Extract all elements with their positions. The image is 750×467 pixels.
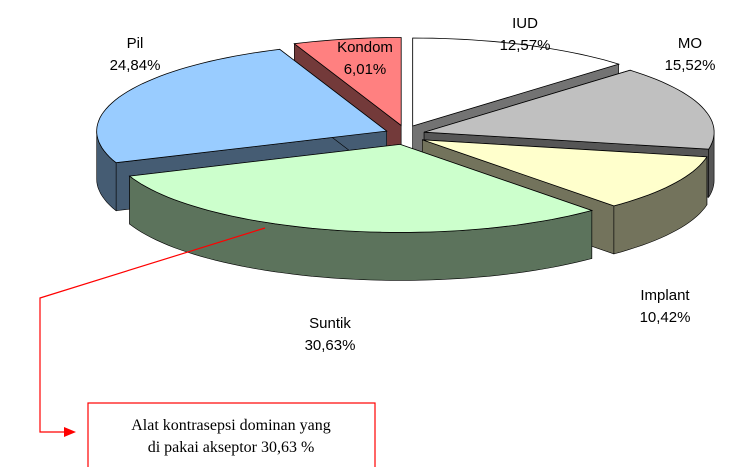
slice-label: IUD xyxy=(512,15,538,32)
slice xyxy=(96,48,388,164)
slice-label: MO xyxy=(678,35,702,52)
slice-value-label: 10,42% xyxy=(640,309,691,326)
annotation-text: Alat kontrasepsi dominan yang xyxy=(131,417,331,434)
slice-value-label: 12,57% xyxy=(500,37,551,54)
slice-value-label: 24,84% xyxy=(110,57,161,74)
slice-value-label: 30,63% xyxy=(305,337,356,354)
labels: IUD 12,57% MO 15,52% Implant 10,42% Suntik 30,6… xyxy=(110,15,716,354)
slice xyxy=(412,37,621,127)
annotation-text: di pakai akseptor 30,63 % xyxy=(148,439,315,456)
slice xyxy=(423,69,715,150)
annotation-arrow xyxy=(64,427,76,437)
slice xyxy=(422,139,708,207)
annotation-line xyxy=(39,227,266,433)
slice xyxy=(128,143,594,233)
slice xyxy=(293,37,402,127)
annotation-box xyxy=(87,402,376,467)
slice-label: Pil xyxy=(127,35,144,52)
slice-label: Implant xyxy=(640,287,690,304)
pie xyxy=(96,37,715,281)
slice-label: Kondom xyxy=(337,39,393,56)
slice-value-label: 6,01% xyxy=(344,61,387,78)
slice-value-label: 15,52% xyxy=(665,57,716,74)
slice-label: Suntik xyxy=(309,315,351,332)
